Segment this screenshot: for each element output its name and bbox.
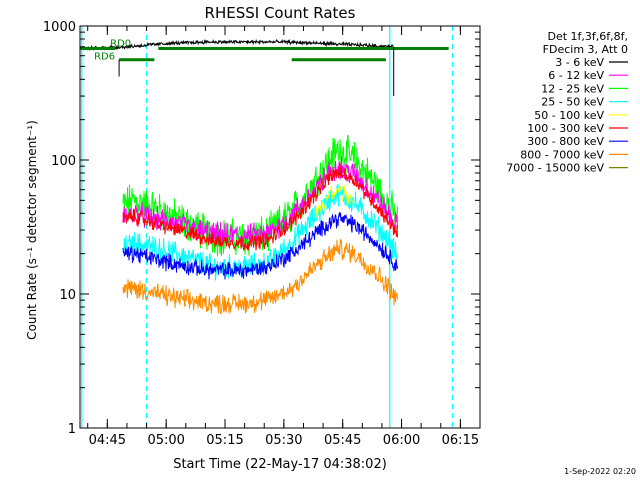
x-axis-label: Start Time (22-May-17 04:38:02) xyxy=(173,457,387,472)
x-tick-label-4: 05:30 xyxy=(265,433,302,448)
y-tick-label-2: 10 xyxy=(59,288,76,303)
x-tick-label-3: 05:15 xyxy=(206,433,243,448)
legend-label-1: 3 - 6 keV xyxy=(555,56,604,69)
legend-label-3: 12 - 25 keV xyxy=(541,82,604,95)
x-tick-label-6: 06:00 xyxy=(383,433,420,448)
y-tick-label-4: 1000 xyxy=(43,20,76,35)
series-line-5 xyxy=(314,184,355,219)
y-tick-label-3: 100 xyxy=(51,154,76,169)
legend-label-2: 6 - 12 keV xyxy=(548,69,604,82)
series-line-8 xyxy=(122,239,398,315)
chart-title: RHESSI Count Rates xyxy=(205,4,356,22)
y-axis-label: Count Rate (s⁻¹ detector segment⁻¹) xyxy=(25,120,39,340)
series-line-3 xyxy=(122,134,398,257)
legend-label-5: 50 - 100 keV xyxy=(534,109,604,122)
axes: 1 10 100 1000 04:45 05:00 05:15 05:30 05:45 06:00… xyxy=(43,20,481,448)
series-line-4 xyxy=(122,183,398,281)
x-tick-label-2: 05:00 xyxy=(147,433,184,448)
timestamp: 1-Sep-2022 02:20 xyxy=(564,467,636,476)
series-line-7 xyxy=(122,212,398,280)
plot-frame xyxy=(79,25,481,429)
series-lines xyxy=(87,38,398,315)
legend-label-7: 300 - 800 keV xyxy=(527,135,604,148)
y-tick-label-1: 1 xyxy=(68,422,76,437)
legend-label-4: 25 - 50 keV xyxy=(541,96,604,109)
x-tick-label-7: 06:15 xyxy=(442,433,479,448)
legend-label-8: 800 - 7000 keV xyxy=(520,148,604,161)
vertical-markers xyxy=(81,26,454,428)
legend-label-6: 100 - 300 keV xyxy=(527,122,604,135)
annot-label-2: RD6 xyxy=(94,52,115,63)
legend-header-line2: FDecim 3, Att 0 xyxy=(543,43,628,56)
annot-label-1: RD0 xyxy=(110,38,131,49)
series-line-6 xyxy=(122,163,398,251)
x-tick-label-5: 05:45 xyxy=(324,433,361,448)
legend-header-line1: Det 1f,3f,6f,8f, xyxy=(547,30,628,43)
legend-label-9: 7000 - 15000 keV xyxy=(506,162,604,175)
series-line-1 xyxy=(87,38,394,52)
x-tick-label-1: 04:45 xyxy=(89,433,126,448)
